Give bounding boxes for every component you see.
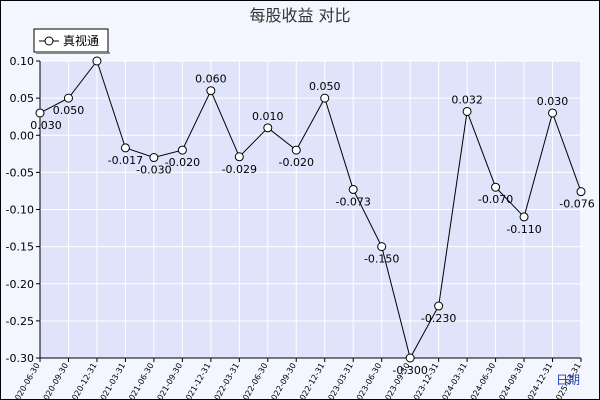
legend: 真视通 bbox=[33, 28, 110, 54]
data-label: -0.150 bbox=[364, 253, 399, 266]
x-tick-label: 2022-12-31 bbox=[295, 362, 326, 400]
x-tick-label: 2020-12-31 bbox=[68, 362, 99, 400]
data-label: -0.020 bbox=[279, 156, 314, 169]
data-label: -0.230 bbox=[421, 312, 456, 325]
data-point bbox=[63, 93, 73, 103]
data-label: -0.300 bbox=[392, 364, 427, 377]
data-label: 0.030 bbox=[30, 119, 62, 132]
x-tick-label: 2021-03-31 bbox=[96, 362, 127, 400]
data-label: 0.060 bbox=[195, 73, 227, 86]
x-tick-label: 2023-03-31 bbox=[324, 362, 355, 400]
data-point bbox=[434, 301, 444, 311]
data-label: 0.050 bbox=[53, 104, 85, 117]
y-tick-label: -0.30 bbox=[6, 352, 34, 365]
y-tick-label: 0.00 bbox=[10, 129, 35, 142]
x-tick-label: 2023-06-30 bbox=[352, 362, 383, 400]
data-point bbox=[405, 353, 415, 363]
data-point bbox=[206, 86, 216, 96]
x-tick-label: 2024-03-31 bbox=[438, 361, 469, 400]
data-label: -0.110 bbox=[506, 223, 541, 236]
legend-series-name: 真视通 bbox=[63, 33, 99, 48]
data-labels: 0.0300.050-0.017-0.030-0.0200.060-0.0290… bbox=[30, 73, 594, 377]
x-axis-unit-label: 日期 bbox=[556, 373, 580, 387]
data-point bbox=[320, 93, 330, 103]
data-point bbox=[120, 143, 130, 153]
x-tick-label: 2022-03-31 bbox=[210, 362, 241, 400]
x-tick-label: 2024-06-30 bbox=[466, 362, 497, 400]
data-point bbox=[548, 108, 558, 118]
x-tick-label: 2021-12-31 bbox=[182, 362, 213, 400]
data-point bbox=[149, 153, 159, 163]
x-axis-ticks: 2020-06-302020-09-302020-12-312021-03-31… bbox=[11, 358, 583, 400]
data-label: -0.070 bbox=[478, 193, 513, 206]
legend-shadow bbox=[36, 52, 110, 54]
y-tick-label: -0.20 bbox=[6, 278, 34, 291]
legend-marker bbox=[44, 36, 54, 46]
data-point bbox=[576, 187, 586, 197]
data-label: 0.010 bbox=[252, 110, 284, 123]
x-tick-label: 2022-06-30 bbox=[238, 362, 269, 400]
data-point bbox=[377, 242, 387, 252]
data-label: -0.029 bbox=[222, 163, 257, 176]
y-axis-ticks: 0.10 0.05 0.00 -0.05 -0.10 -0.15 -0.20 -0.25 -0.… bbox=[6, 55, 40, 365]
y-tick-label: 0.10 bbox=[10, 55, 35, 68]
data-label: -0.020 bbox=[165, 156, 200, 169]
series-line bbox=[39, 59, 582, 360]
data-point bbox=[348, 184, 358, 194]
data-label: -0.076 bbox=[559, 198, 594, 211]
x-tick-label: 2021-06-30 bbox=[125, 362, 156, 400]
x-tick-label: 2020-09-30 bbox=[39, 362, 70, 400]
data-point bbox=[291, 145, 301, 155]
x-tick-label: 2024-12-31 bbox=[523, 362, 554, 400]
y-tick-label: -0.25 bbox=[6, 315, 34, 328]
data-point bbox=[491, 182, 501, 192]
data-label: -0.073 bbox=[335, 195, 370, 208]
x-tick-label: 2021-09-30 bbox=[153, 362, 184, 400]
data-point bbox=[462, 106, 472, 116]
data-point bbox=[35, 108, 45, 118]
data-point bbox=[177, 145, 187, 155]
chart-title: 每股收益 对比 bbox=[249, 6, 350, 25]
data-point bbox=[234, 152, 244, 162]
y-tick-label: -0.15 bbox=[6, 241, 34, 254]
data-label: 0.032 bbox=[451, 93, 483, 106]
data-point bbox=[92, 56, 102, 66]
grid-lines bbox=[39, 60, 582, 359]
y-tick-label: -0.05 bbox=[6, 166, 34, 179]
data-point bbox=[519, 212, 529, 222]
y-tick-label: 0.05 bbox=[10, 92, 35, 105]
y-tick-label: -0.10 bbox=[6, 204, 34, 217]
data-label: -0.017 bbox=[108, 154, 143, 167]
data-label: 0.050 bbox=[309, 80, 341, 93]
x-tick-label: 2024-09-30 bbox=[495, 362, 526, 400]
x-tick-label: 2020-06-30 bbox=[11, 362, 42, 400]
data-label: -0.030 bbox=[136, 164, 171, 177]
data-point bbox=[263, 123, 273, 133]
data-label: 0.030 bbox=[537, 95, 569, 108]
series-line-group bbox=[35, 56, 586, 363]
x-tick-label: 2022-09-30 bbox=[267, 362, 298, 400]
